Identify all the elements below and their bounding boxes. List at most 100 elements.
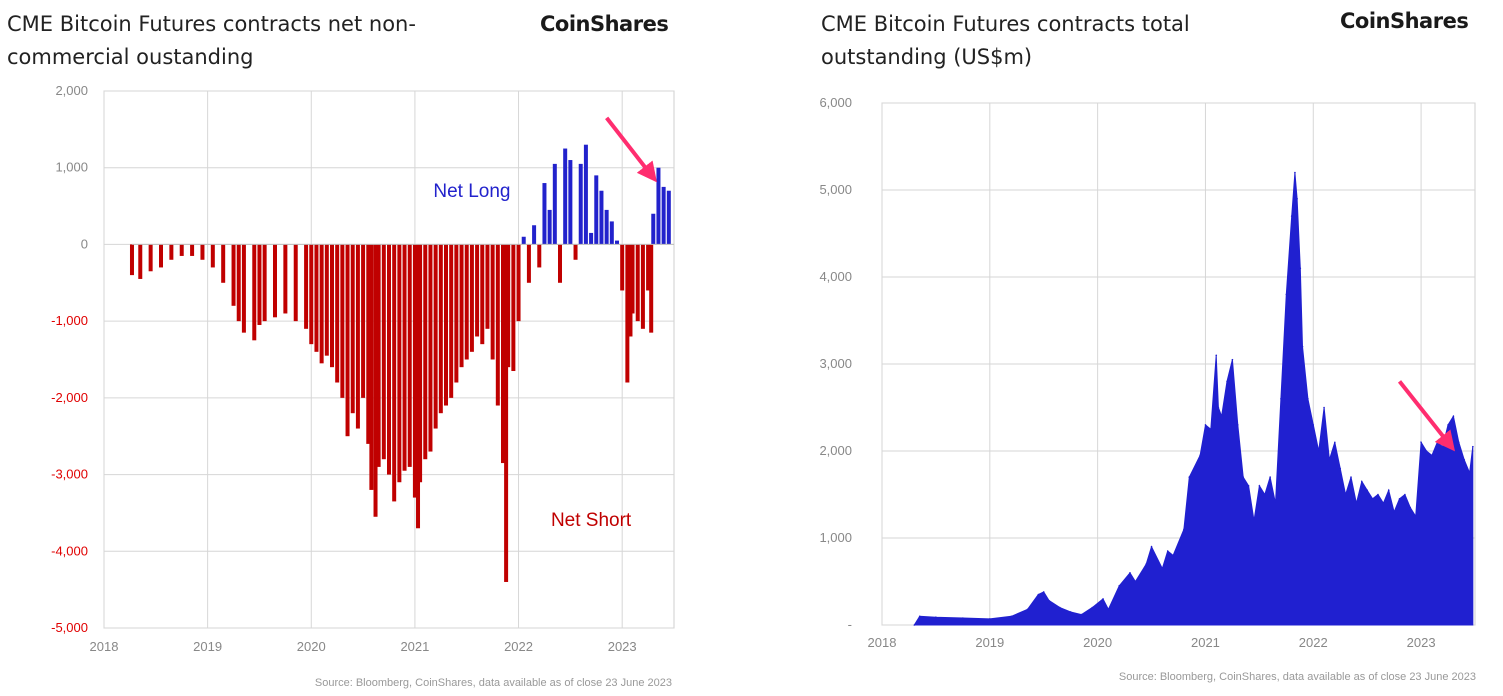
data-bar xyxy=(397,244,402,483)
y-tick-label: -2,000 xyxy=(51,390,88,405)
x-tick-label: 2020 xyxy=(1083,635,1112,650)
data-point xyxy=(1317,450,1320,452)
data-bar xyxy=(475,244,480,337)
data-point xyxy=(1339,467,1342,470)
data-point xyxy=(1436,441,1439,444)
data-bar xyxy=(542,183,547,245)
data-bar xyxy=(369,244,374,490)
data-point xyxy=(1285,293,1288,296)
x-tick-label: 2023 xyxy=(608,639,637,654)
data-point xyxy=(1290,215,1293,217)
data-bar xyxy=(506,244,511,368)
annotation-label: Net Long xyxy=(433,181,510,202)
data-point xyxy=(1431,454,1433,457)
data-point xyxy=(1134,580,1137,583)
data-point xyxy=(1447,424,1449,426)
y-tick-label: 2,000 xyxy=(55,83,88,98)
data-point xyxy=(1107,608,1110,611)
left-chart-panel: CME Bitcoin Futures contracts net non-co… xyxy=(0,0,690,696)
data-bar xyxy=(504,244,509,582)
data-bar xyxy=(236,244,241,322)
data-bar xyxy=(449,244,454,398)
data-point xyxy=(1037,593,1040,596)
data-point xyxy=(913,624,916,626)
data-point xyxy=(1296,197,1298,200)
data-bar xyxy=(583,144,588,245)
data-point xyxy=(1210,428,1212,431)
data-bar xyxy=(283,244,288,314)
data-bar xyxy=(469,244,474,352)
data-bar xyxy=(604,209,609,245)
data-bar xyxy=(547,209,552,245)
data-point xyxy=(1247,485,1250,487)
data-point xyxy=(1312,424,1315,426)
y-tick-label: -3,000 xyxy=(51,467,88,482)
data-point xyxy=(1231,358,1234,361)
data-bar xyxy=(444,244,448,406)
data-bar xyxy=(335,244,340,383)
y-tick-label: -1,000 xyxy=(51,313,88,328)
data-bar xyxy=(418,244,423,483)
data-point xyxy=(1334,441,1336,444)
source-note: Source: Bloomberg, CoinShares, data avai… xyxy=(1118,671,1476,683)
data-point xyxy=(1048,599,1050,602)
data-bar xyxy=(252,244,257,341)
x-tick-label: 2019 xyxy=(975,635,1004,650)
x-tick-label: 2018 xyxy=(868,635,897,650)
data-bar xyxy=(416,244,421,529)
data-bar xyxy=(148,244,153,272)
data-bar xyxy=(366,244,371,444)
data-bar xyxy=(407,244,412,467)
y-tick-label: 3,000 xyxy=(819,356,852,371)
x-tick-label: 2023 xyxy=(1407,635,1436,650)
data-point xyxy=(1393,511,1395,513)
data-point xyxy=(1091,606,1094,609)
data-bar xyxy=(330,244,334,368)
data-point xyxy=(1472,445,1474,448)
data-bar xyxy=(537,244,542,268)
data-bar xyxy=(594,175,599,245)
data-bar xyxy=(630,244,635,314)
data-point xyxy=(1183,528,1185,531)
y-tick-label: 5,000 xyxy=(819,182,852,197)
data-bar xyxy=(625,244,630,383)
data-bar xyxy=(589,232,594,245)
data-bar xyxy=(620,244,625,291)
chart-title: CME Bitcoin Futures contracts net non-co… xyxy=(7,12,416,69)
data-point xyxy=(918,615,921,618)
y-tick-label: 1,000 xyxy=(819,530,852,545)
data-point xyxy=(1102,598,1104,600)
data-bar xyxy=(666,190,671,245)
data-point xyxy=(1237,424,1239,426)
data-point xyxy=(1468,471,1471,474)
x-tick-label: 2020 xyxy=(297,639,326,654)
data-point xyxy=(1161,567,1164,570)
data-point xyxy=(1387,489,1390,491)
total-outstanding-area-chart: 6,000 5,000 4,000 3,000 2,000 1,000 - 2018 2019 2… xyxy=(819,95,1476,650)
data-point xyxy=(1166,550,1169,552)
y-tick-label: -5,000 xyxy=(51,620,88,635)
data-point xyxy=(1129,572,1131,574)
data-bar xyxy=(526,244,531,283)
data-point xyxy=(1188,476,1191,478)
data-bar xyxy=(459,244,464,368)
data-bar xyxy=(179,244,184,256)
data-bar xyxy=(661,186,666,245)
data-point xyxy=(1323,406,1325,409)
data-bar xyxy=(210,244,215,268)
data-bar xyxy=(376,244,381,467)
data-bar xyxy=(516,244,521,322)
data-bar xyxy=(563,148,568,245)
data-point xyxy=(1280,398,1282,400)
y-tick-label: 2,000 xyxy=(819,443,852,458)
highlight-arrow xyxy=(605,116,657,183)
data-point xyxy=(1010,615,1013,618)
data-bar xyxy=(200,244,205,260)
data-bar xyxy=(402,244,407,471)
data-point xyxy=(1301,345,1304,348)
data-point xyxy=(1409,506,1412,509)
data-point xyxy=(1299,267,1302,270)
data-bar xyxy=(361,244,366,398)
data-bar xyxy=(433,244,438,429)
data-bar xyxy=(521,236,526,245)
